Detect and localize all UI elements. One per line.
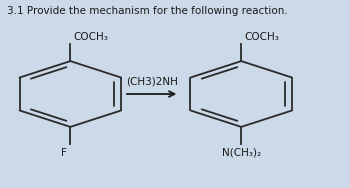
- Text: 3.1 Provide the mechanism for the following reaction.: 3.1 Provide the mechanism for the follow…: [7, 6, 287, 16]
- Text: COCH₃: COCH₃: [74, 32, 108, 42]
- Text: COCH₃: COCH₃: [245, 32, 280, 42]
- Text: (CH3)2NH: (CH3)2NH: [126, 77, 177, 86]
- Text: N(CH₃)₂: N(CH₃)₂: [222, 148, 261, 158]
- Text: F: F: [61, 148, 66, 158]
